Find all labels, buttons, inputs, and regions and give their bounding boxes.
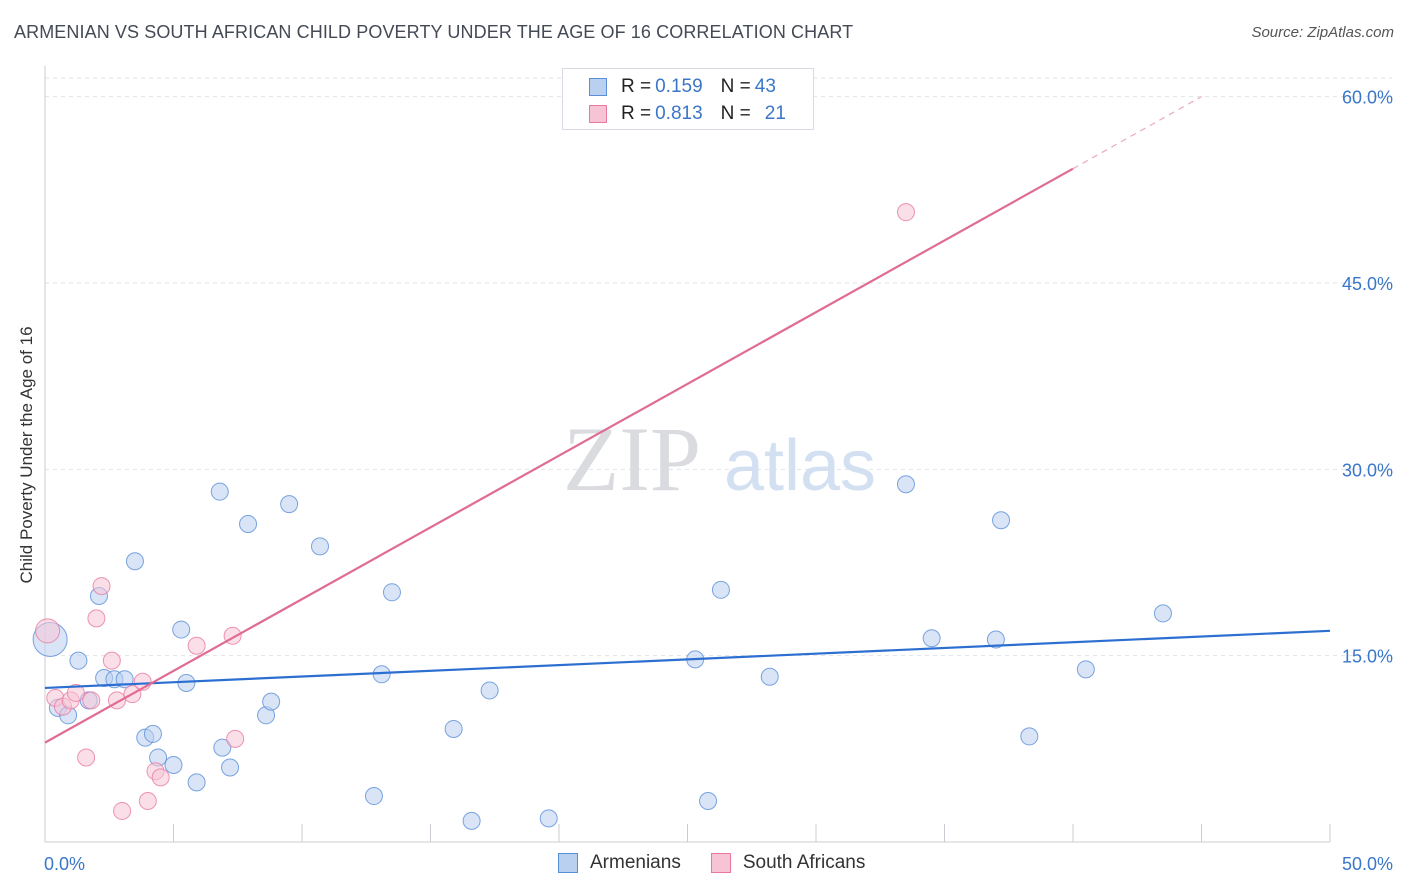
legend-n-value: 43 <box>754 76 776 97</box>
x-tick-label: 50.0% <box>1342 854 1393 874</box>
armenians-point <box>480 681 499 700</box>
trend-layer <box>44 96 1331 744</box>
watermark: ZIP atlas <box>563 408 876 510</box>
armenians-point <box>221 758 240 777</box>
watermark-atlas: atlas <box>724 426 876 506</box>
south-africans-point <box>226 729 245 748</box>
armenians-point <box>310 537 329 556</box>
armenians-point <box>125 552 144 571</box>
axis-layer <box>44 66 1331 843</box>
legend-label-armenians: Armenians <box>590 852 681 873</box>
y-tick-label: 60.0% <box>1342 88 1393 108</box>
south-africans-point <box>66 683 85 702</box>
armenians-point <box>280 495 299 514</box>
armenians-point <box>382 583 401 602</box>
legend-item-south-africans[interactable]: South Africans <box>710 852 866 874</box>
armenians-point <box>164 755 183 774</box>
armenians-point <box>1020 727 1039 746</box>
south-africans-point <box>138 792 157 811</box>
armenians-point <box>239 514 258 533</box>
armenians-point <box>992 511 1011 530</box>
armenians-point <box>143 724 162 743</box>
armenians-point <box>1153 604 1172 623</box>
armenians-point <box>364 787 383 806</box>
armenians-point <box>922 629 941 648</box>
series-legend: Armenians South Africans <box>558 852 895 874</box>
south-africans-point <box>77 748 96 767</box>
watermark-zip: ZIP <box>563 408 701 510</box>
armenians-point <box>462 811 481 830</box>
armenians-point <box>760 667 779 686</box>
legend-row-armenians: R = 0.159 N = 43 <box>589 75 776 99</box>
legend-swatch-armenians <box>558 853 578 873</box>
south-africans-point <box>92 577 111 596</box>
legend-label-south-africans: South Africans <box>742 852 866 873</box>
legend-r-value: 0.813 <box>655 103 703 124</box>
legend-swatch-armenians <box>589 78 607 96</box>
legend-row-south-africans: R = 0.813 N = 21 <box>589 102 786 126</box>
south-africans-point <box>35 618 61 644</box>
south-africans-point <box>82 691 101 710</box>
south-africans-point <box>102 651 121 670</box>
armenians-trendline <box>44 629 1331 690</box>
y-tick-label: 15.0% <box>1342 647 1393 667</box>
tick-label-layer: 15.0% 30.0% 45.0% 60.0% 0.0% 50.0% <box>44 88 1393 874</box>
armenians-point <box>711 580 730 599</box>
south-africans-point <box>87 609 106 628</box>
legend-r-value: 0.159 <box>655 76 703 97</box>
armenians-point <box>699 792 718 811</box>
armenians-point <box>262 692 281 711</box>
legend-item-armenians[interactable]: Armenians <box>558 852 681 874</box>
source-label: Source: ZipAtlas.com <box>1251 24 1394 41</box>
armenians-point <box>539 809 558 828</box>
armenians-point <box>210 482 229 501</box>
armenians-point <box>986 630 1005 649</box>
armenians-point <box>69 651 88 670</box>
armenians-point <box>444 719 463 738</box>
armenians-point <box>1076 660 1095 679</box>
armenians-point <box>187 773 206 792</box>
chart-title: ARMENIAN VS SOUTH AFRICAN CHILD POVERTY … <box>14 22 854 42</box>
south-africans-point <box>896 203 915 222</box>
legend-swatch-south-africans <box>589 105 607 123</box>
y-tick-label: 45.0% <box>1342 274 1393 294</box>
legend-swatch-south-africans <box>710 853 731 873</box>
south-africans-trendline-extension <box>1072 96 1202 170</box>
stats-legend: R = 0.159 N = 43 R = 0.813 N = 21 <box>562 68 814 130</box>
south-africans-point <box>113 801 132 820</box>
legend-n-label: N = <box>720 76 751 97</box>
armenians-point <box>213 738 232 757</box>
south-africans-point <box>187 636 206 655</box>
legend-n-label: N = <box>720 103 751 124</box>
y-tick-label: 30.0% <box>1342 460 1393 480</box>
points-layer <box>32 203 1172 830</box>
armenians-point <box>172 620 191 639</box>
legend-r-label: R = <box>621 103 652 124</box>
armenians-point <box>896 475 915 494</box>
legend-r-label: R = <box>621 76 652 97</box>
legend-n-value: 21 <box>764 103 786 124</box>
south-africans-trendline <box>44 167 1074 744</box>
x-tick-label: 0.0% <box>44 854 85 874</box>
south-africans-point <box>151 768 170 787</box>
